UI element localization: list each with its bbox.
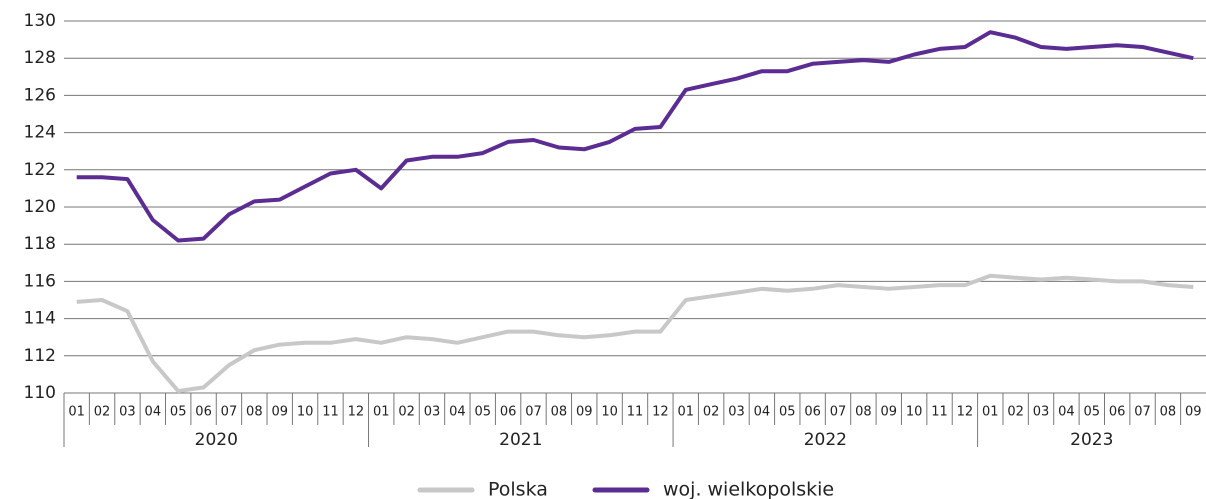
x-tick-label: 01 bbox=[677, 405, 694, 420]
x-tick-label: 06 bbox=[195, 405, 212, 420]
x-tick-label: 05 bbox=[779, 405, 796, 420]
x-tick-label: 04 bbox=[1058, 405, 1075, 420]
year-label: 2022 bbox=[804, 430, 847, 450]
x-tick-label: 07 bbox=[525, 405, 542, 420]
x-tick-label: 09 bbox=[881, 405, 898, 420]
series-line bbox=[76, 273, 1194, 394]
x-tick-label: 01 bbox=[982, 405, 999, 420]
x-tick-label: 08 bbox=[551, 405, 568, 420]
x-tick-label: 08 bbox=[246, 405, 263, 420]
x-tick-label: 10 bbox=[297, 405, 314, 420]
legend-label: Polska bbox=[488, 479, 548, 499]
x-tick-label: 09 bbox=[1185, 405, 1202, 420]
x-tick-label: 11 bbox=[322, 405, 339, 420]
x-tick-label: 10 bbox=[601, 405, 618, 420]
x-tick-label: 02 bbox=[398, 405, 415, 420]
x-tick-label: 11 bbox=[627, 405, 644, 420]
x-tick-label: 08 bbox=[1160, 405, 1177, 420]
x-tick-label: 07 bbox=[830, 405, 847, 420]
x-tick-label: 06 bbox=[1109, 405, 1126, 420]
x-tick-label: 12 bbox=[652, 405, 669, 420]
x-tick-label: 05 bbox=[1084, 405, 1101, 420]
y-tick-label: 118 bbox=[24, 234, 56, 254]
y-tick-label: 126 bbox=[24, 85, 56, 105]
y-tick-label: 110 bbox=[24, 383, 56, 403]
y-tick-label: 130 bbox=[24, 11, 56, 31]
y-tick-label: 120 bbox=[24, 197, 56, 217]
x-tick-label: 03 bbox=[424, 405, 441, 420]
x-tick-label: 11 bbox=[931, 405, 948, 420]
y-tick-label: 116 bbox=[24, 271, 56, 291]
y-tick-label: 112 bbox=[24, 346, 56, 366]
x-tick-label: 07 bbox=[221, 405, 238, 420]
x-tick-label: 12 bbox=[348, 405, 365, 420]
x-tick-label: 02 bbox=[703, 405, 720, 420]
y-tick-label: 124 bbox=[24, 123, 56, 143]
x-tick-label: 03 bbox=[119, 405, 136, 420]
x-tick-label: 06 bbox=[804, 405, 821, 420]
x-tick-label: 02 bbox=[1007, 405, 1024, 420]
x-tick-label: 01 bbox=[68, 405, 85, 420]
year-label: 2023 bbox=[1070, 430, 1113, 450]
x-tick-label: 03 bbox=[1033, 405, 1050, 420]
year-label: 2020 bbox=[195, 430, 238, 450]
year-label: 2021 bbox=[499, 430, 542, 450]
x-tick-label: 04 bbox=[449, 405, 466, 420]
y-tick-label: 114 bbox=[24, 309, 56, 329]
x-tick-label: 06 bbox=[500, 405, 517, 420]
x-tick-label: 05 bbox=[170, 405, 187, 420]
x-tick-label: 04 bbox=[145, 405, 162, 420]
x-tick-label: 07 bbox=[1134, 405, 1151, 420]
x-tick-label: 12 bbox=[957, 405, 974, 420]
x-tick-label: 09 bbox=[576, 405, 593, 420]
x-tick-label: 09 bbox=[271, 405, 288, 420]
x-tick-label: 08 bbox=[855, 405, 872, 420]
x-tick-label: 03 bbox=[728, 405, 745, 420]
x-tick-label: 10 bbox=[906, 405, 923, 420]
x-tick-label: 05 bbox=[474, 405, 491, 420]
series-line bbox=[76, 30, 1194, 243]
x-tick-label: 04 bbox=[754, 405, 771, 420]
x-tick-label: 01 bbox=[373, 405, 390, 420]
y-tick-label: 128 bbox=[24, 48, 56, 68]
y-tick-label: 122 bbox=[24, 160, 56, 180]
legend-label: woj. wielkopolskie bbox=[663, 479, 834, 499]
x-tick-label: 02 bbox=[94, 405, 111, 420]
